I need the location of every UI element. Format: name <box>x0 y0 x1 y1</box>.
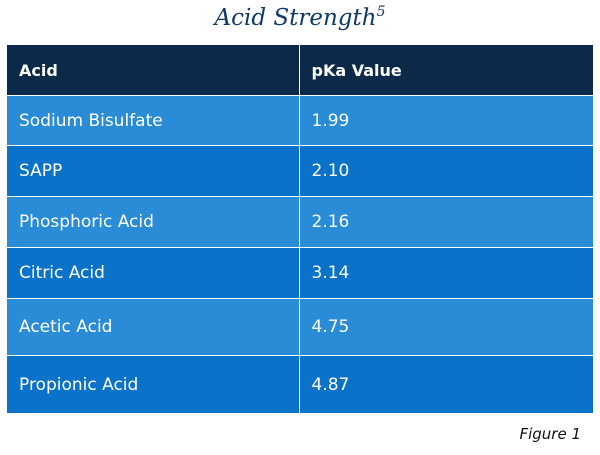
pka-value-cell: 1.99 <box>299 95 593 146</box>
table-row: Acetic Acid 4.75 <box>7 298 593 356</box>
table-row: Sodium Bisulfate 1.99 <box>7 95 593 146</box>
table-header-row: Acid pKa Value <box>7 45 593 96</box>
pka-value-cell: 4.75 <box>299 298 593 356</box>
title-footnote-ref: 5 <box>376 4 386 20</box>
pka-value-cell: 2.10 <box>299 145 593 197</box>
acid-name-cell: Propionic Acid <box>7 355 300 413</box>
acid-name-cell: Phosphoric Acid <box>7 196 300 248</box>
table-row: Citric Acid 3.14 <box>7 247 593 299</box>
title-text: Acid Strength <box>214 5 377 31</box>
table-title: Acid Strength5 <box>0 2 600 34</box>
table-row: Phosphoric Acid 2.16 <box>7 196 593 248</box>
acid-name-cell: Acetic Acid <box>7 298 300 356</box>
pka-value-cell: 3.14 <box>299 247 593 299</box>
table-row: Propionic Acid 4.87 <box>7 355 593 413</box>
column-header-acid: Acid <box>7 45 300 96</box>
pka-value-cell: 4.87 <box>299 355 593 413</box>
acid-name-cell: Sodium Bisulfate <box>7 95 300 146</box>
acid-name-cell: Citric Acid <box>7 247 300 299</box>
figure-caption: Figure 1 <box>519 425 581 443</box>
pka-value-cell: 2.16 <box>299 196 593 248</box>
table-row: SAPP 2.10 <box>7 145 593 197</box>
acid-name-cell: SAPP <box>7 145 300 197</box>
acid-strength-table: Acid pKa Value Sodium Bisulfate 1.99 SAP… <box>7 45 593 413</box>
column-header-pka: pKa Value <box>299 45 593 96</box>
